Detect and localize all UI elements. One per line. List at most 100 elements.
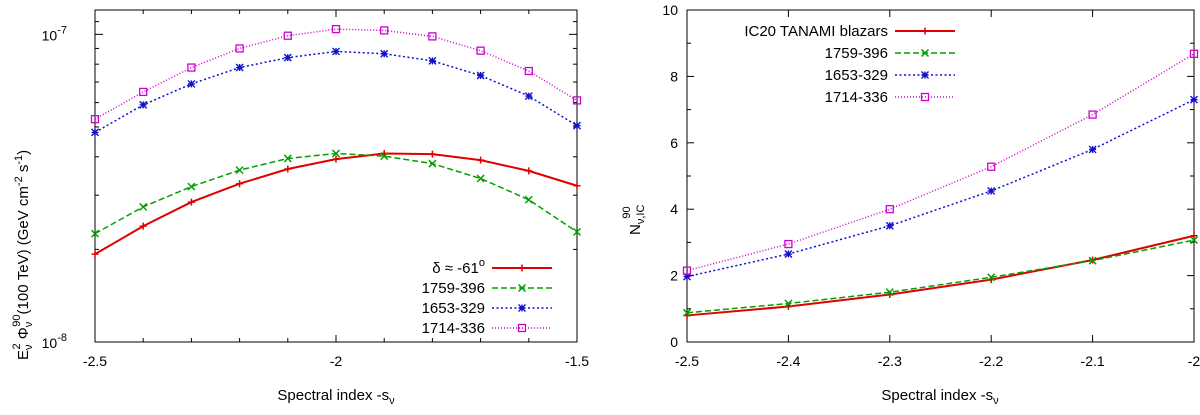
data-point xyxy=(885,288,894,297)
legend-entry-0: IC20 TANAMI blazars xyxy=(744,23,955,40)
legend: δ ≈ -61o 1759-396 1653-329 1714-336 xyxy=(422,257,552,337)
data-point xyxy=(332,155,340,163)
legend-label: 1759-396 xyxy=(422,280,485,297)
legend-label-text: 1759-396 xyxy=(422,280,485,297)
plot-frame xyxy=(94,9,578,343)
data-point xyxy=(1190,95,1198,104)
legend: IC20 TANAMI blazars 1759-396 1653-329 1714-… xyxy=(744,23,955,106)
legend-entry-2: 1653-329 xyxy=(825,67,955,84)
series-group xyxy=(90,24,582,258)
data-point xyxy=(784,239,793,249)
legend-marker xyxy=(921,71,929,79)
series-line xyxy=(686,239,1195,314)
x-axis-label-text: Spectral index -s xyxy=(277,387,389,404)
y-label-e-sub: ν xyxy=(23,344,35,350)
data-point xyxy=(784,299,793,308)
legend-label-text: 1653-329 xyxy=(422,300,485,317)
series-line xyxy=(686,53,1195,272)
data-point xyxy=(187,63,196,72)
legend-label: 1653-329 xyxy=(422,300,485,317)
x-tick-label: -2 xyxy=(330,353,343,369)
legend-marker xyxy=(921,27,929,35)
plot-frame xyxy=(686,9,1195,343)
data-point xyxy=(187,198,195,206)
data-point xyxy=(573,182,581,190)
x-axis-label-subscript: ν xyxy=(993,395,999,407)
x-tick-label: -2 xyxy=(1188,353,1200,369)
data-point xyxy=(682,308,692,317)
series-2 xyxy=(91,47,581,137)
y-label-phi: Φ xyxy=(15,327,32,343)
data-point xyxy=(477,156,485,164)
legend-marker xyxy=(518,264,526,272)
legend-entry-1: 1759-396 xyxy=(825,45,955,62)
data-point xyxy=(187,79,196,88)
series-group xyxy=(682,49,1199,319)
y-tick-label: 10 xyxy=(662,2,678,18)
series-line xyxy=(686,98,1195,278)
data-point xyxy=(987,273,996,282)
y-tick-label: 0 xyxy=(670,334,678,350)
data-point xyxy=(524,92,533,101)
chart-neutrino-count-vs-index: -2.5 -2.4 -2.3 -2.2 -2.1 -2 0 2 4 6 8 10 IC20 TANA… xyxy=(621,2,1200,407)
legend-label: 1653-329 xyxy=(825,67,888,84)
y-axis-label: Eν2 Φν90(100 TeV) (GeV cm-2 s-1) xyxy=(11,150,35,360)
y-label-s-sup: -1 xyxy=(13,155,25,165)
legend-label: IC20 TANAMI blazars xyxy=(744,23,888,40)
legend-marker xyxy=(518,304,526,312)
data-point xyxy=(380,49,389,58)
data-point xyxy=(428,150,436,158)
series-1 xyxy=(682,236,1199,317)
tick-marks xyxy=(686,9,1195,343)
legend-entry-2: 1653-329 xyxy=(422,300,552,317)
data-point xyxy=(682,266,692,275)
data-point xyxy=(1189,49,1199,58)
legend-label: 1759-396 xyxy=(825,45,888,62)
data-point xyxy=(380,26,389,35)
x-axis-label: Spectral index -sν xyxy=(277,387,395,407)
data-point xyxy=(885,221,894,230)
legend-entry-0: δ ≈ -61o xyxy=(432,257,552,277)
data-point xyxy=(139,222,147,230)
legend-marker xyxy=(517,323,527,333)
legend-label: 1714-336 xyxy=(422,320,485,337)
data-point xyxy=(1190,232,1198,240)
legend-marker xyxy=(920,92,930,102)
data-point xyxy=(90,229,100,238)
data-point xyxy=(428,159,437,168)
y-label-s: s xyxy=(15,165,32,177)
series-line xyxy=(94,28,578,120)
data-point xyxy=(572,227,582,236)
y-label-cm-sup: -2 xyxy=(13,176,25,186)
data-point xyxy=(524,66,533,76)
series-3 xyxy=(682,49,1199,275)
legend-entry-3: 1714-336 xyxy=(825,89,955,106)
series-2 xyxy=(683,95,1198,281)
y-label-e-sup: 2 xyxy=(11,343,23,349)
x-axis-label: Spectral index -sν xyxy=(881,387,999,407)
y-label-e: E xyxy=(15,350,32,360)
data-point xyxy=(525,167,533,175)
x-tick-label: -2.3 xyxy=(878,353,902,369)
legend-marker xyxy=(517,283,527,293)
series-line xyxy=(94,50,578,134)
x-tick-label: -2.4 xyxy=(776,353,800,369)
data-point xyxy=(235,63,244,72)
legend-label-superscript: o xyxy=(479,257,485,269)
data-point xyxy=(283,31,292,40)
x-tick-label: -2.2 xyxy=(979,353,1003,369)
x-tick-labels: -2.5 -2.4 -2.3 -2.2 -2.1 -2 xyxy=(675,353,1200,369)
y-tick-label-exponent: -7 xyxy=(57,24,67,36)
data-point xyxy=(1088,110,1097,119)
data-point xyxy=(331,149,341,158)
y-label-mid: (100 TeV) (GeV cm xyxy=(15,186,32,314)
y-tick-label: 10-8 xyxy=(42,332,67,351)
data-point xyxy=(91,128,99,137)
y-tick-label: 2 xyxy=(670,268,678,284)
data-point xyxy=(524,195,533,204)
data-point xyxy=(331,24,341,34)
y-label-close: ) xyxy=(15,150,32,155)
data-point xyxy=(573,121,581,130)
y-label-phi-sup: 90 xyxy=(11,314,23,326)
data-point xyxy=(380,152,389,161)
